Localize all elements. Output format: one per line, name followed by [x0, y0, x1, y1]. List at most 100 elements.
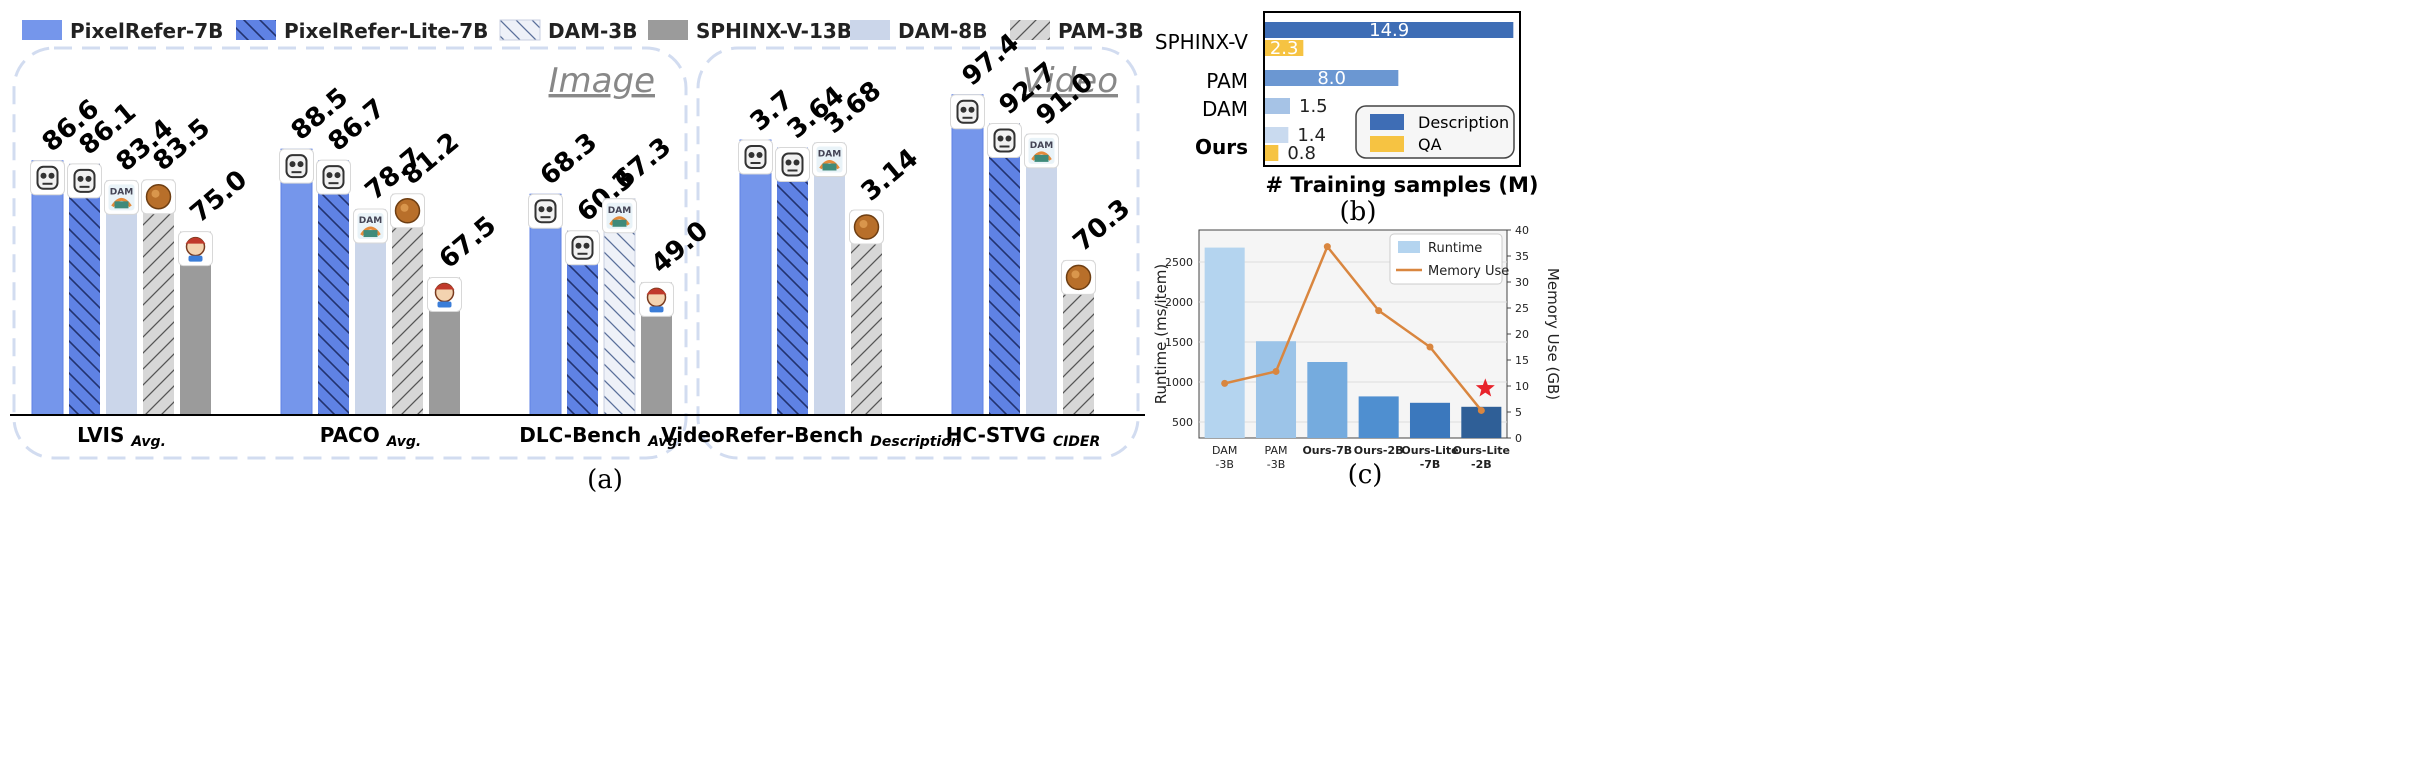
panel-b-bar-pam-description — [1265, 70, 1399, 86]
value-label: 67.3 — [609, 132, 677, 196]
cartoon-icon — [178, 231, 213, 267]
panel-a-legend: PixelRefer-7B PixelRefer-Lite-7B DAM-3B SPH… — [22, 19, 1144, 43]
right-tick-label: 20 — [1515, 328, 1529, 341]
panel-b-bar-ours-description — [1265, 127, 1289, 143]
svg-text:DAM: DAM — [818, 150, 841, 160]
panel-c-right-axis-label: Memory Use (GB) — [1544, 268, 1562, 400]
bar-lvis-pixelrefer-lite-7b — [69, 163, 100, 415]
dam-icon: DAM — [104, 179, 139, 215]
robot-icon — [67, 163, 102, 199]
bar-paco-pixelrefer-lite-7b — [318, 160, 349, 415]
value-label: 68.3 — [535, 127, 603, 191]
panel-a-x-labels: LVIS Avg. PACO Avg. DLC-Bench Avg.VideoRef… — [77, 423, 1100, 450]
legend-label: PixelRefer-7B — [70, 19, 223, 43]
panel-c-bar-ours-7b — [1307, 362, 1348, 438]
legend-item-dam-8b: DAM-8B — [850, 19, 987, 43]
bar-hc-stvg-dam-8b — [1026, 133, 1057, 415]
bar-videorefer-bench-dam-8b — [814, 142, 845, 415]
legend-label: PixelRefer-Lite-7B — [284, 19, 488, 43]
bar-hc-stvg-pixelrefer-7b — [951, 94, 984, 416]
panel-b-bar-dam-description — [1265, 98, 1290, 114]
legend-label: DAM-8B — [898, 19, 987, 43]
panel-a-caption: (a) — [587, 465, 623, 495]
panel-c-x-label-line2: -3B — [1215, 458, 1234, 471]
bar-lvis-pixelrefer-7b — [31, 160, 64, 416]
value-label: 70.3 — [1068, 194, 1136, 258]
panel-b-row-dam: DAM 1.5 — [1202, 96, 1328, 121]
value-label: 49.0 — [646, 216, 714, 280]
bread-icon — [1061, 259, 1096, 295]
legend-item-pixelrefer-lite-7b: PixelRefer-Lite-7B — [236, 19, 488, 43]
legend-item-dam-3b: DAM-3B — [499, 19, 637, 43]
legend-swatch — [22, 20, 62, 40]
right-tick-label: 15 — [1515, 354, 1529, 367]
bar-paco-pam-3b — [392, 193, 423, 415]
panel-b-bar-sphinx-v-qa — [1265, 40, 1304, 56]
dam-icon: DAM — [353, 208, 388, 244]
panel-b-row-pam: PAM 8.0 — [1206, 68, 1399, 93]
panel-b-row-label: DAM — [1202, 97, 1248, 121]
panel-c-x-label: PAM — [1265, 444, 1288, 457]
robot-icon — [316, 159, 351, 195]
panel-b-value: 14.9 — [1369, 20, 1409, 41]
x-label-dlc-bench: DLC-Bench Avg. — [519, 423, 682, 450]
video-section-frame — [696, 46, 1140, 460]
x-label-paco: PACO Avg. — [320, 423, 422, 450]
panel-c-runtime-memory: 50010001500200025000510152025303540DAM-3… — [1152, 224, 1562, 490]
legend-label: PAM-3B — [1058, 19, 1144, 43]
dam-icon: DAM — [1024, 133, 1059, 169]
left-tick-label: 1000 — [1165, 376, 1193, 389]
legend-label-memory: Memory Use — [1428, 264, 1509, 279]
panel-b-value: 2.3 — [1270, 38, 1299, 59]
legend-swatch — [499, 19, 541, 41]
bar-lvis-dam-8b — [106, 180, 137, 415]
robot-icon — [528, 193, 563, 229]
panel-c-legend: Runtime Memory Use — [1389, 233, 1509, 285]
panel-c-x-label: Ours-2B — [1354, 444, 1404, 457]
right-tick-label: 30 — [1515, 276, 1529, 289]
bar-lvis-pam-3b — [143, 179, 174, 415]
panel-b-training-samples: SPHINX-V 14.9 2.3 PAM 8.0 DAM 1.5 Ours 1.40.8 Des… — [1155, 11, 1539, 227]
left-tick-label: 1500 — [1165, 336, 1193, 349]
panel-c-x-label-line2: -7B — [1420, 458, 1441, 471]
memory-point — [1221, 379, 1229, 387]
dam-icon: DAM — [812, 142, 847, 177]
robot-icon — [950, 94, 985, 130]
panel-b-row-label: SPHINX-V — [1155, 30, 1248, 54]
svg-text:DAM: DAM — [608, 206, 631, 216]
bread-icon — [849, 209, 884, 245]
robot-icon — [738, 139, 773, 175]
legend-swatch — [850, 20, 890, 40]
panel-c-left-axis-label: Runtime (ms/item) — [1152, 264, 1170, 405]
right-tick-label: 40 — [1515, 224, 1529, 237]
panel-c-x-label: Ours-Lite — [1401, 444, 1458, 457]
bar-videorefer-bench-pixelrefer-7b — [739, 139, 772, 416]
robot-icon — [565, 230, 600, 266]
svg-text:DAM: DAM — [110, 187, 133, 197]
legend-swatch — [1010, 20, 1050, 40]
panel-c-x-label: DAM — [1212, 444, 1237, 457]
legend-swatch-description — [1370, 114, 1404, 130]
memory-point — [1477, 406, 1485, 414]
bread-icon — [141, 179, 176, 215]
panel-c-x-label: Ours-7B — [1302, 444, 1352, 457]
value-label: 67.5 — [434, 211, 502, 275]
panel-c-caption: (c) — [1348, 460, 1383, 490]
panel-b-legend: Description QA — [1355, 105, 1515, 159]
bar-paco-pixelrefer-7b — [280, 148, 313, 416]
panel-c-bar-ours-2b — [1358, 396, 1399, 438]
memory-line — [1224, 244, 1483, 412]
image-section-frame — [12, 46, 688, 460]
legend-label-qa: QA — [1418, 135, 1442, 154]
right-tick-label: 0 — [1515, 432, 1522, 445]
cartoon-icon — [427, 277, 462, 312]
legend-swatch — [236, 20, 276, 40]
bread-icon — [390, 193, 425, 229]
panel-b-bar-ours-qa — [1265, 145, 1279, 161]
bar-videorefer-bench-pixelrefer-lite-7b — [777, 147, 808, 415]
svg-text:DAM: DAM — [1030, 141, 1053, 151]
panel-c-bar-pam-3b — [1255, 341, 1297, 438]
